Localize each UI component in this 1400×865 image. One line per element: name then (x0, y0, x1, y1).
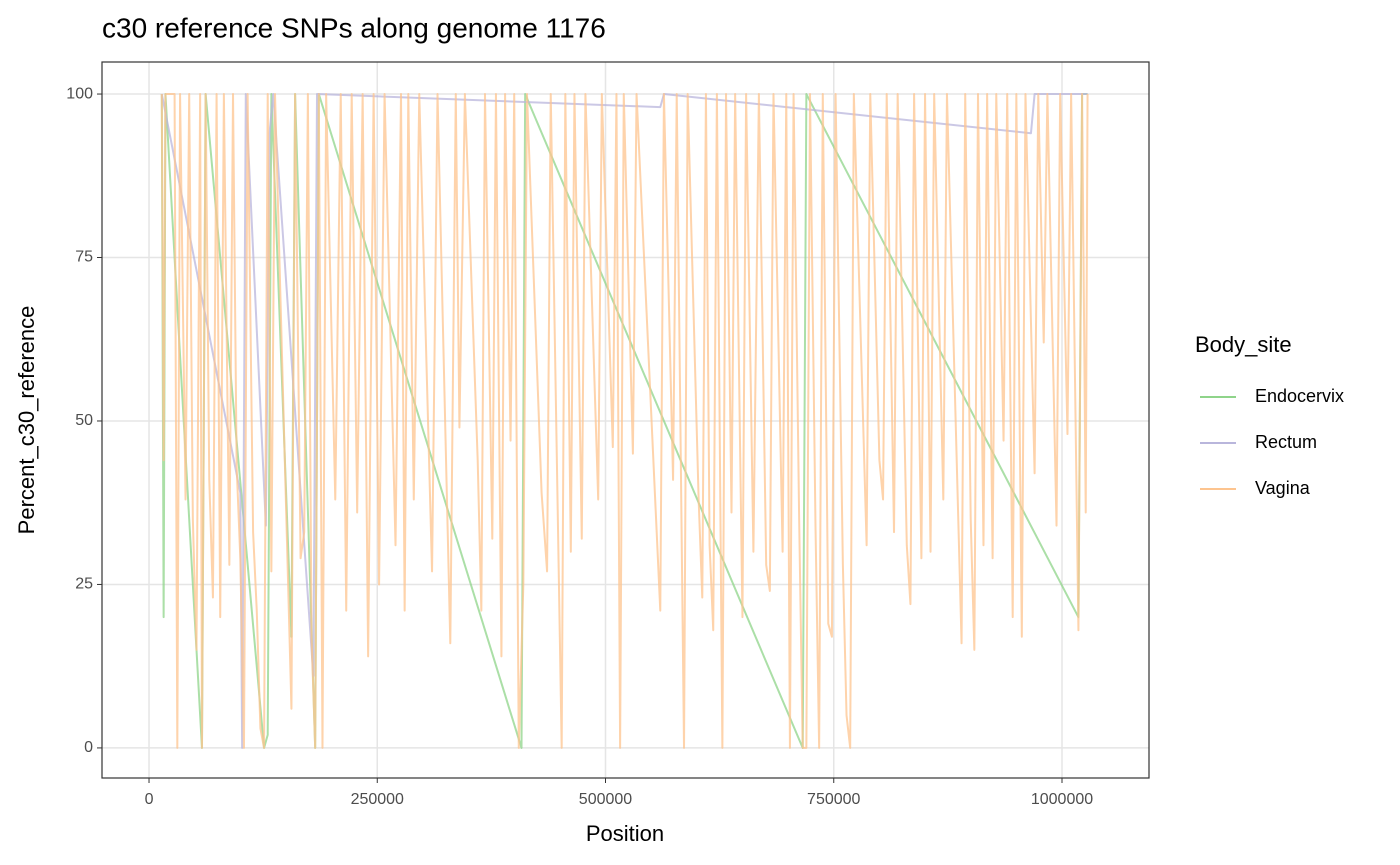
legend-label: Endocervix (1255, 386, 1344, 406)
chart-title: c30 reference SNPs along genome 1176 (102, 12, 606, 43)
y-tick-label: 0 (84, 739, 93, 756)
y-tick-label: 50 (75, 412, 93, 429)
legend-title: Body_site (1195, 332, 1292, 357)
series-line (160, 93, 1089, 749)
x-tick-label: 500000 (579, 791, 632, 808)
legend-label: Vagina (1255, 478, 1311, 498)
panel-border (101, 61, 1150, 779)
plot-area (160, 93, 1089, 749)
x-tick-label: 750000 (807, 791, 860, 808)
x-axis-title: Position (586, 821, 664, 846)
y-tick-label: 75 (75, 249, 93, 266)
legend-label: Rectum (1255, 432, 1317, 452)
y-tick-label: 100 (66, 85, 93, 102)
x-tick-label: 1000000 (1031, 791, 1093, 808)
y-axis-title: Percent_c30_reference (14, 306, 39, 535)
x-tick-label: 0 (145, 791, 154, 808)
y-tick-label: 25 (75, 576, 93, 593)
x-tick-label: 250000 (351, 791, 404, 808)
